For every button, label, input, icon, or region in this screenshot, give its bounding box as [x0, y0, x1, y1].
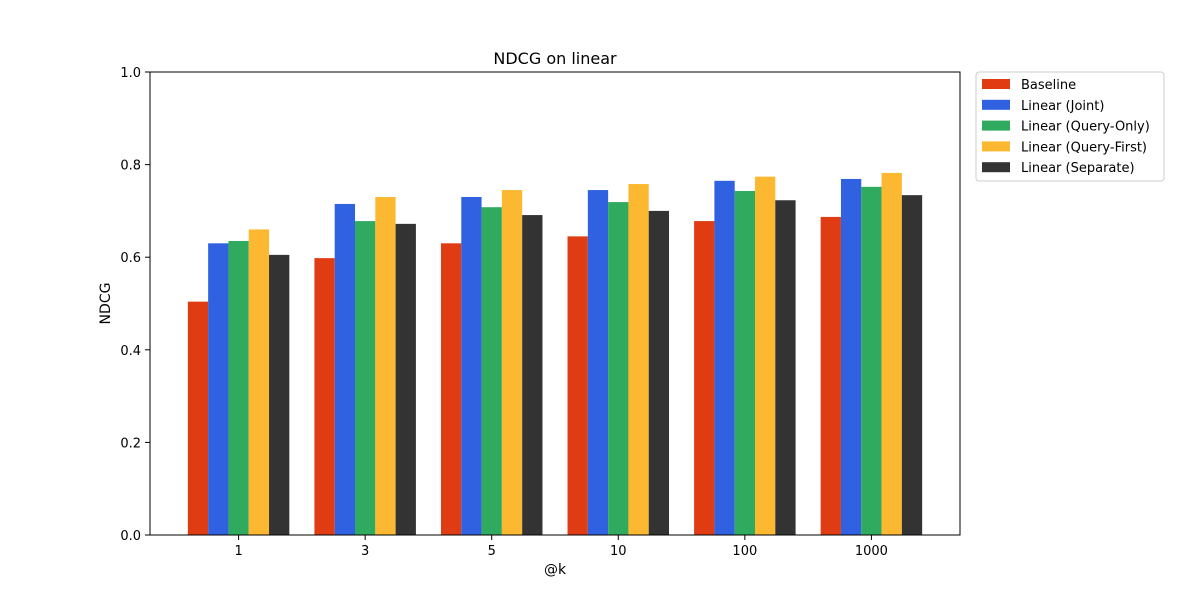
bar-baseline-100 — [694, 221, 715, 535]
legend: Baseline Linear (Joint) Linear (Query-Only… — [975, 71, 1165, 182]
x-tick-label: 3 — [361, 544, 369, 559]
bar-linear-query-first-1 — [248, 229, 270, 536]
plot-area — [187, 172, 923, 536]
bar-linear-joint-3 — [334, 203, 356, 535]
bar-linear-joint-5 — [461, 197, 482, 535]
bar-linear-query-only-1000 — [861, 186, 882, 535]
bar-baseline-1 — [187, 301, 209, 535]
bar-baseline-5 — [440, 243, 462, 535]
legend-swatch — [982, 79, 1010, 89]
legend-label: Linear (Query-Only) — [1021, 120, 1150, 135]
y-tick-label: 0.6 — [120, 251, 141, 266]
y-tick-label: 0.0 — [120, 529, 141, 544]
bar-linear-query-first-1000 — [881, 172, 902, 535]
bar-linear-query-only-10 — [608, 202, 629, 535]
x-tick-label: 1000 — [855, 544, 888, 559]
legend-label: Linear (Query-First) — [1021, 140, 1147, 155]
bar-linear-separate-3 — [395, 223, 416, 536]
y-axis: 0.0 0.2 0.4 0.6 0.8 1.0 — [120, 66, 150, 544]
bar-linear-joint-100 — [714, 180, 735, 535]
bar-linear-joint-1 — [208, 243, 229, 535]
bar-linear-query-only-3 — [355, 221, 376, 535]
x-tick-label: 1 — [234, 544, 242, 559]
bar-linear-joint-1000 — [840, 178, 862, 535]
legend-swatch — [982, 141, 1010, 152]
bar-linear-query-first-100 — [754, 176, 776, 535]
x-axis: 1 3 5 10 100 1000 — [234, 535, 888, 559]
y-tick-label: 0.4 — [120, 344, 141, 359]
legend-label: Linear (Joint) — [1021, 99, 1104, 114]
bar-baseline-10 — [567, 236, 588, 535]
bar-linear-separate-10 — [648, 210, 670, 535]
bar-linear-separate-5 — [522, 215, 543, 535]
chart-title: NDCG on linear — [493, 49, 617, 68]
x-tick-label: 100 — [732, 544, 757, 559]
y-tick-label: 0.8 — [120, 159, 141, 174]
legend-swatch — [982, 120, 1010, 131]
bar-linear-separate-100 — [775, 200, 796, 535]
bar-linear-query-first-3 — [375, 197, 396, 535]
x-tick-label: 5 — [488, 544, 496, 559]
y-tick-label: 1.0 — [120, 66, 141, 81]
legend-label: Baseline — [1021, 78, 1076, 93]
bar-linear-separate-1 — [269, 254, 290, 535]
plot-frame — [149, 71, 961, 536]
bar-linear-separate-1000 — [901, 195, 923, 535]
x-axis-label: @k — [544, 562, 567, 578]
bar-linear-query-only-100 — [734, 190, 755, 536]
y-tick-label: 0.2 — [120, 436, 141, 451]
legend-frame — [975, 71, 1165, 182]
bar-linear-query-only-5 — [481, 207, 502, 535]
bar-baseline-3 — [314, 258, 335, 535]
y-axis-label: NDCG — [98, 283, 114, 325]
bar-linear-joint-10 — [587, 190, 609, 535]
legend-label: Linear (Separate) — [1021, 161, 1135, 176]
bar-baseline-1000 — [820, 216, 841, 536]
bar-linear-query-first-10 — [628, 184, 649, 536]
legend-swatch — [982, 99, 1010, 110]
x-tick-label: 10 — [610, 544, 627, 559]
bar-linear-query-first-5 — [501, 190, 523, 535]
legend-swatch — [982, 162, 1010, 173]
bar-linear-query-only-1 — [228, 241, 249, 535]
